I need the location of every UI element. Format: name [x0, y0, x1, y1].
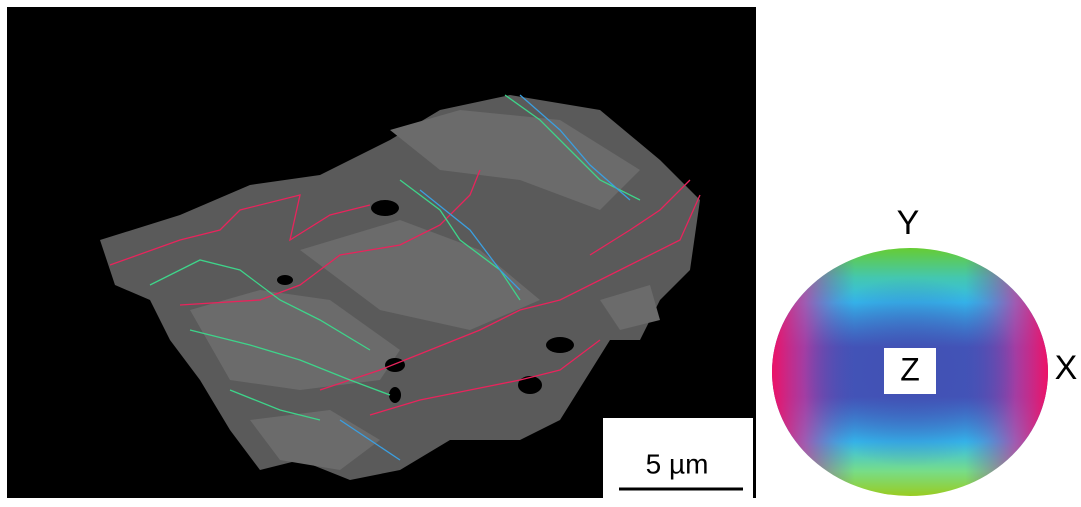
figure: 5 µm Y X Z	[0, 0, 1081, 502]
page: 5 µm Y X Z (() => { const data = JSON.pa…	[0, 0, 1081, 502]
y-label: Y	[897, 204, 920, 242]
x-label: X	[1055, 349, 1078, 387]
z-label: Z	[900, 351, 920, 387]
scale-bar-label: 5 µm	[646, 448, 709, 479]
